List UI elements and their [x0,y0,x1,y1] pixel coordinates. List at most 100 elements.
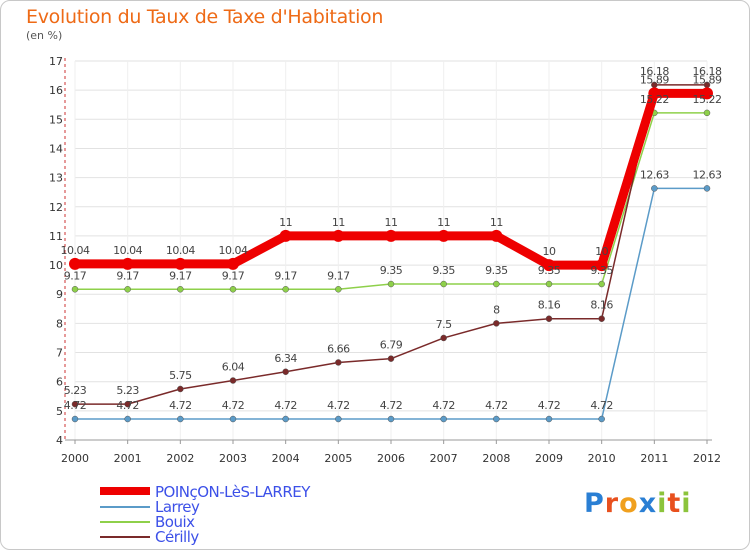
data-label: 9.17 [116,269,139,282]
data-label: 10 [595,245,608,258]
data-label: 10.04 [219,244,248,257]
legend-swatch-larrey [100,506,150,508]
data-point [387,415,395,423]
data-point [124,286,131,293]
y-tick-label: 6 [56,376,63,389]
axes-layer: 4 5 6 7 8 9 10 11 12 13 14 15 16 17 2000 2001 2002 2003 20… [49,55,721,465]
data-label: 4.72 [169,399,192,412]
data-point [493,415,500,423]
data-label: 9.17 [64,269,87,282]
logo-letter: r [604,488,620,519]
data-point [124,415,131,423]
data-point [121,257,134,270]
data-point [493,320,500,327]
data-label: 11 [437,216,450,229]
data-label: 10.04 [113,244,142,257]
data-label: 15.22 [693,93,722,106]
data-label: 6.79 [380,339,403,352]
data-label: 5.23 [64,384,87,397]
x-tick-label: 2010 [588,452,616,465]
y-tick-label: 4 [56,434,63,447]
data-point [335,359,342,366]
data-label: 4.72 [116,399,139,412]
data-point [282,415,289,423]
data-label: 4.72 [485,399,508,412]
y-tick-label: 17 [49,55,63,68]
data-point [545,280,553,288]
data-point [440,334,447,342]
x-tick-label: 2003 [219,452,247,465]
y-tick-label: 8 [56,317,63,330]
data-point [493,280,500,288]
data-label: 12.63 [693,168,722,181]
data-label: 10.04 [166,244,195,257]
data-point [545,315,553,322]
data-label: 8.16 [590,299,613,312]
data-label: 9.17 [222,269,245,282]
data-label: 7.5 [436,318,452,331]
logo-letter: i [681,488,692,519]
data-label: 9.17 [274,269,297,282]
x-tick-label: 2008 [482,452,510,465]
data-point [332,229,345,242]
data-label: 16.18 [693,65,722,78]
data-label: 4.72 [538,399,561,412]
data-label: 8.16 [538,299,561,312]
x-tick-label: 2004 [272,452,300,465]
data-point [177,415,184,423]
y-tick-label: 16 [49,84,63,97]
data-point [71,286,79,293]
data-label: 4.72 [274,399,297,412]
data-point [440,280,447,288]
x-tick-label: 2006 [377,452,405,465]
data-point [598,315,605,322]
data-label: 9.17 [169,269,192,282]
y-axis-unit: (en %) [26,29,63,42]
data-point [229,377,237,384]
data-point [279,229,292,242]
data-point [124,400,131,408]
data-label: 4.72 [590,399,613,412]
data-point [440,415,447,423]
data-label: 11 [279,216,292,229]
data-point [71,400,79,408]
data-label: 9.35 [538,264,561,277]
data-point [648,87,661,100]
y-tick-label: 10 [49,259,63,272]
data-label: 9.17 [327,269,350,282]
data-label: 6.34 [274,352,297,365]
data-point [229,415,237,423]
data-label: 11 [385,216,398,229]
legend-label-poincon: POINçON-LèS-LARREY [155,483,310,501]
data-label: 6.04 [222,361,245,374]
data-label: 11 [332,216,345,229]
data-label: 10.04 [61,244,90,257]
data-point [598,280,605,288]
data-point [174,257,187,270]
logo-letter: o [619,488,639,519]
chart-title: Evolution du Taux de Taxe d'Habitation [26,6,384,28]
logo-letter: t [667,488,682,519]
data-label: 16.18 [640,65,669,78]
data-point [177,385,184,393]
data-label: 9.35 [485,264,508,277]
data-label: 9.35 [590,264,613,277]
data-label: 4.72 [327,399,350,412]
data-point [69,257,81,270]
data-label: 10 [543,245,556,258]
logo-letter: P [584,488,605,519]
data-label: 4.72 [380,399,403,412]
data-point [385,229,397,242]
y-tick-label: 12 [49,201,63,214]
x-tick-label: 2002 [166,452,194,465]
legend-label-cerilly: Cérilly [155,528,199,546]
data-point [71,415,79,423]
legend-label-larrey: Larrey [155,498,200,516]
data-label: 4.72 [432,399,455,412]
data-point [545,415,553,423]
data-label: 9.35 [432,264,455,277]
logo-letter: x [638,488,658,519]
proxiti-logo[interactable]: Proxiti [584,488,692,519]
data-point [651,185,658,192]
